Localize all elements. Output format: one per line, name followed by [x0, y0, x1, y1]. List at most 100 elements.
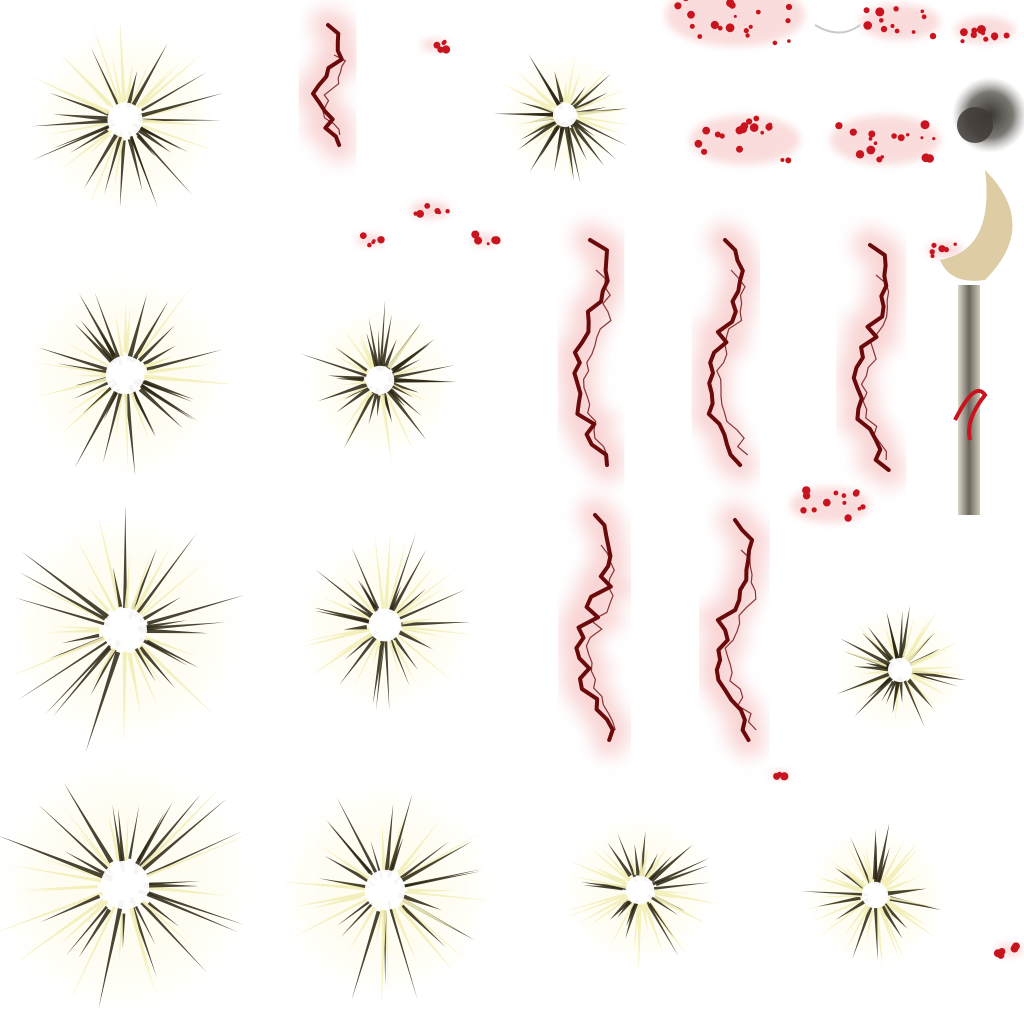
- burst-ray: [377, 641, 385, 680]
- burst-ray: [575, 115, 632, 126]
- splatter-drop: [971, 27, 978, 34]
- burst-ray: [137, 325, 176, 363]
- burst-ray: [293, 897, 368, 937]
- burst-ray: [337, 900, 371, 926]
- burst-ray: [140, 901, 207, 973]
- burst-ray: [140, 124, 218, 152]
- splatter-drop: [785, 3, 793, 11]
- burst-ray: [10, 898, 105, 967]
- burst-ray: [817, 896, 861, 907]
- burst-ray: [376, 640, 385, 710]
- burst-ray: [850, 836, 872, 886]
- splatter-drop: [780, 158, 785, 162]
- splatter-drop: [891, 133, 897, 139]
- burst-ray: [138, 646, 175, 688]
- burst-ray: [351, 910, 381, 1002]
- burst-ray: [590, 848, 631, 882]
- burst-ray: [843, 866, 870, 890]
- burst-ray: [912, 675, 947, 696]
- splatter-drop: [413, 211, 418, 216]
- burst-ray: [147, 364, 213, 375]
- burst-ray: [348, 603, 373, 619]
- burst-ray: [19, 572, 106, 621]
- splatter-drop: [920, 120, 930, 130]
- burst-ray: [56, 363, 110, 374]
- burst-ray: [557, 124, 565, 150]
- crack-line: [572, 238, 610, 467]
- burst-ray: [381, 823, 387, 875]
- burst-ray: [854, 676, 894, 717]
- burst-ray: [37, 375, 113, 397]
- burst-ray: [881, 870, 908, 891]
- burst-ray: [371, 641, 382, 667]
- burst-ray: [5, 634, 111, 679]
- burst-ray: [126, 652, 141, 715]
- burst-ray: [128, 805, 140, 859]
- burst-ray: [86, 585, 110, 613]
- burst-ray: [40, 894, 101, 923]
- blood-crack-sprite: [693, 503, 772, 757]
- burst-ray: [75, 376, 108, 386]
- burst-ray: [93, 644, 118, 685]
- burst-ray: [881, 680, 895, 702]
- burst-ray: [909, 668, 965, 676]
- burst-ray: [873, 907, 878, 961]
- burst-ray: [386, 793, 413, 878]
- burst-core: [105, 355, 145, 395]
- burst-ray: [388, 382, 429, 402]
- burst-ray: [44, 643, 113, 715]
- splatter-drop: [953, 242, 957, 246]
- burst-ray: [124, 552, 130, 609]
- burst-ray: [607, 842, 632, 877]
- burst-ray: [372, 639, 385, 705]
- burst-ray: [387, 322, 422, 369]
- burst-ray: [886, 895, 942, 909]
- burst-ray: [348, 900, 381, 953]
- splatter-drop: [860, 504, 866, 510]
- burst-ray: [645, 859, 662, 882]
- burst-ray: [138, 596, 182, 624]
- burst-ray: [389, 549, 427, 615]
- blade-blood-mark: [953, 388, 988, 441]
- splatter-drop: [753, 115, 760, 122]
- burst-ray: [52, 626, 100, 631]
- burst-ray: [129, 896, 156, 946]
- burst-ray: [74, 390, 119, 468]
- burst-ray: [122, 913, 126, 949]
- splatter-drop: [787, 39, 791, 43]
- burst-ray: [879, 907, 907, 964]
- burst-ray: [129, 551, 152, 611]
- burst-ray: [887, 614, 900, 659]
- burst-ray: [68, 898, 120, 1004]
- splatter-glow: [410, 201, 450, 219]
- burst-ray: [327, 375, 365, 381]
- burst-ray: [314, 610, 372, 624]
- burst-ray: [370, 840, 384, 880]
- light-burst-sprite: [493, 51, 632, 185]
- burst-ray: [112, 566, 123, 608]
- burst-ray: [388, 365, 455, 381]
- burst-ray: [146, 349, 223, 371]
- splatter-drop: [785, 157, 792, 164]
- burst-ray: [404, 890, 495, 901]
- burst-ray: [32, 76, 109, 115]
- burst-ray: [388, 383, 414, 398]
- burst-ray: [562, 79, 568, 103]
- burst-ray: [400, 621, 471, 627]
- crack-branch: [322, 54, 347, 136]
- burst-ray: [88, 81, 118, 112]
- burst-ray: [390, 381, 420, 393]
- burst-ray: [625, 899, 640, 939]
- burst-ray: [880, 840, 905, 884]
- crack-branch: [582, 269, 612, 456]
- burst-ray: [32, 123, 116, 161]
- crack-line: [574, 513, 615, 742]
- burst-ray: [407, 888, 458, 893]
- splatter-drop: [852, 490, 860, 497]
- burst-ray: [910, 649, 951, 667]
- burst-ray: [61, 633, 100, 644]
- burst-ray: [300, 353, 368, 378]
- burst-core: [552, 102, 578, 128]
- burst-ray: [885, 876, 920, 892]
